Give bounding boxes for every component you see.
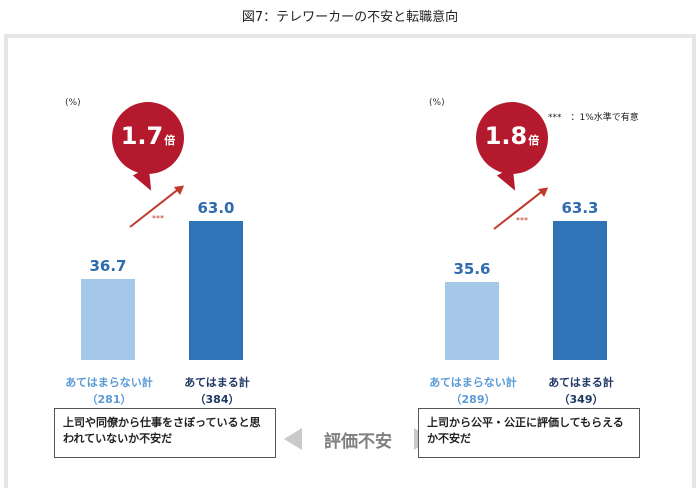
category-label-not-applicable: あてはまらない計 （281） [49, 374, 169, 408]
category-label-not-applicable: あてはまらない計 （289） [413, 374, 533, 408]
bar-value-not-applicable: 36.7 [89, 257, 127, 276]
figure-frame: (%) 1.7倍 *** 36.7 63.0 あてはまらない計 （281） あて… [4, 34, 696, 488]
sample-count: （349） [558, 393, 604, 406]
ratio-bubble: 1.8倍 [476, 102, 548, 174]
unit-label: (%) [429, 98, 445, 108]
question-box: 上司から公平・公正に評価してもらえるか不安だ [418, 408, 640, 458]
significance-stars: *** [516, 216, 528, 225]
category-label-applicable: あてはまる計 （384） [157, 374, 277, 408]
question-text: 上司から公平・公正に評価してもらえるか不安だ [427, 416, 624, 445]
bar-value-applicable: 63.3 [561, 198, 599, 217]
ratio-value: 1.8 [484, 122, 528, 150]
center-label-text: 評価不安 [324, 432, 392, 452]
bar-not-applicable [445, 281, 499, 360]
left-arrow-icon [284, 428, 302, 450]
ratio-unit: 倍 [528, 134, 540, 147]
bar-applicable [189, 221, 243, 360]
significance-note: *** ：1%水準で有意 [548, 113, 639, 123]
center-label: 評価不安 [284, 424, 432, 454]
bar-value-not-applicable: 35.6 [453, 259, 491, 278]
sample-count: （384） [194, 393, 240, 406]
sample-count: （289） [450, 393, 496, 406]
figure-title: 図7：テレワーカーの不安と転職意向 [241, 10, 459, 25]
ratio-bubble: 1.7倍 [112, 102, 184, 174]
chart-panel-left: (%) 1.7倍 *** 36.7 63.0 あてはまらない計 （281） あて… [48, 38, 348, 488]
ratio-unit: 倍 [164, 134, 176, 147]
trend-arrow-head [537, 183, 552, 197]
sample-count: （281） [86, 393, 132, 406]
question-text: 上司や同僚から仕事をさぼっていると思われていないか不安だ [63, 416, 261, 445]
bar-value-applicable: 63.0 [197, 199, 235, 218]
bar-not-applicable [81, 279, 135, 360]
question-box: 上司や同僚から仕事をさぼっていると思われていないか不安だ [54, 408, 276, 458]
unit-label: (%) [65, 98, 81, 108]
trend-arrow-head [173, 181, 188, 195]
category-label-applicable: あてはまる計 （349） [521, 374, 641, 408]
chart-panel-right: (%) *** ：1%水準で有意 1.8倍 *** 35.6 63.3 あてはま… [412, 38, 700, 488]
bar-applicable [553, 220, 607, 360]
ratio-value: 1.7 [120, 122, 164, 150]
significance-stars: *** [152, 214, 164, 223]
